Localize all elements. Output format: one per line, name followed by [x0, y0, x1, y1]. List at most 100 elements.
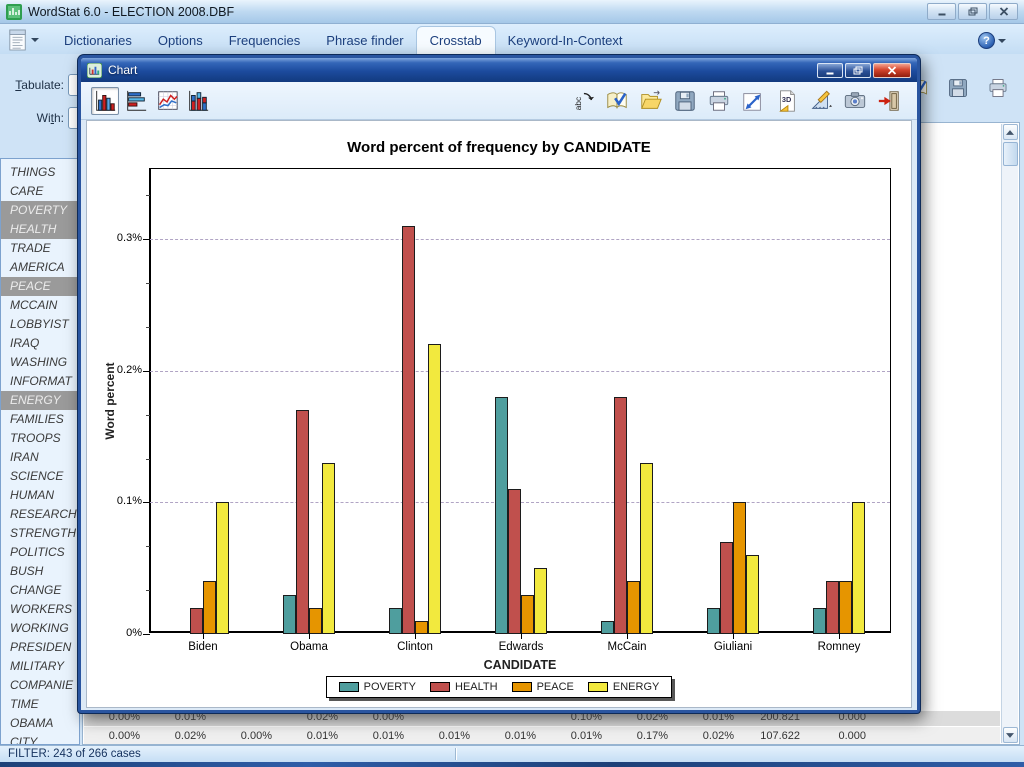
sidebar-item-washing[interactable]: WASHING [1, 353, 79, 372]
sidebar-item-obama[interactable]: OBAMA [1, 714, 79, 733]
menu-item-keyword-in-context[interactable]: Keyword-In-Context [495, 27, 636, 54]
close-button[interactable] [873, 63, 911, 78]
sidebar-item-trade[interactable]: TRADE [1, 239, 79, 258]
x-category-label: Clinton [370, 641, 460, 653]
chevron-down-icon [31, 38, 39, 42]
sidebar-item-energy[interactable]: ENERGY [1, 391, 79, 410]
y-minor-tick [146, 327, 150, 328]
sidebar-item-change[interactable]: CHANGE [1, 581, 79, 600]
table-row: 0.00%0.02%0.00%0.01%0.01%0.01%0.01%0.01%… [84, 727, 1000, 744]
with-label: With: [8, 111, 64, 125]
sidebar-item-time[interactable]: TIME [1, 695, 79, 714]
sidebar-item-human[interactable]: HUMAN [1, 486, 79, 505]
sidebar-item-families[interactable]: FAMILIES [1, 410, 79, 429]
gridline [150, 239, 890, 240]
legend-swatch [339, 682, 359, 692]
bar-energy-giuliani [746, 555, 759, 634]
vertical-bar-chart-button[interactable] [91, 87, 119, 115]
maximize-button[interactable] [958, 3, 987, 20]
filter-status: FILTER: 243 of 266 cases [0, 748, 141, 760]
menu-item-frequencies[interactable]: Frequencies [216, 27, 314, 54]
menu-launcher-button[interactable] [4, 26, 43, 54]
x-axis-title: CANDIDATE [149, 658, 891, 672]
horizontal-bar-chart-button[interactable] [122, 87, 150, 115]
sidebar-item-iran[interactable]: IRAN [1, 448, 79, 467]
stacked-bar-chart-button[interactable] [184, 87, 212, 115]
menu-item-dictionaries[interactable]: Dictionaries [51, 27, 145, 54]
y-tick [143, 502, 150, 503]
sidebar-item-peace[interactable]: PEACE [1, 277, 79, 296]
sidebar-item-poverty[interactable]: POVERTY [1, 201, 79, 220]
sidebar-item-health[interactable]: HEALTH [1, 220, 79, 239]
sidebar-item-military[interactable]: MILITARY [1, 657, 79, 676]
sidebar-item-things[interactable]: THINGS [1, 163, 79, 182]
sidebar-item-informat[interactable]: INFORMAT [1, 372, 79, 391]
sidebar-item-mccain[interactable]: MCCAIN [1, 296, 79, 315]
minimize-button[interactable] [927, 3, 956, 20]
table-cell: 0.02% [678, 727, 744, 744]
bar-health-mccain [614, 397, 627, 634]
open-folder-button[interactable] [637, 87, 665, 115]
print-icon[interactable] [984, 74, 1012, 102]
exit-door-button[interactable] [875, 87, 903, 115]
sidebar-item-working[interactable]: WORKING [1, 619, 79, 638]
save-icon[interactable] [944, 74, 972, 102]
help-question-icon: ? [978, 32, 995, 49]
sidebar-item-lobbyist[interactable]: LOBBYIST [1, 315, 79, 334]
legend: POVERTYHEALTHPEACEENERGY [326, 676, 673, 698]
sidebar-item-troops[interactable]: TROOPS [1, 429, 79, 448]
bar-poverty-obama [283, 595, 296, 634]
bar-peace-clinton [415, 621, 428, 634]
sidebar-item-care[interactable]: CARE [1, 182, 79, 201]
minimize-button[interactable] [817, 63, 843, 78]
bar-peace-obama [309, 608, 322, 634]
main-titlebar: WordStat 6.0 - ELECTION 2008.DBF [0, 0, 1024, 24]
scroll-down-button[interactable] [1003, 727, 1018, 743]
main-toolbar [904, 74, 1012, 102]
line-chart-button[interactable] [153, 87, 181, 115]
table-cell: 0.00% [84, 711, 150, 726]
sidebar-item-workers[interactable]: WORKERS [1, 600, 79, 619]
export-resize-button[interactable] [739, 87, 767, 115]
sidebar-item-research[interactable]: RESEARCH [1, 505, 79, 524]
scrollbar-thumb[interactable] [1003, 142, 1018, 166]
status-divider [455, 748, 456, 760]
sidebar-item-america[interactable]: AMERICA [1, 258, 79, 277]
help-button[interactable]: ? [978, 27, 1006, 54]
x-category-label: Romney [794, 641, 884, 653]
rotate-labels-button[interactable]: abc [569, 87, 597, 115]
y-tick-label: 0% [94, 627, 142, 639]
sidebar-item-bush[interactable]: BUSH [1, 562, 79, 581]
menu-item-options[interactable]: Options [145, 27, 216, 54]
sidebar-item-strength[interactable]: STRENGTH [1, 524, 79, 543]
bar-poverty-giuliani [707, 608, 720, 634]
y-tick [143, 239, 150, 240]
print-button[interactable] [705, 87, 733, 115]
table-cell: 0.01% [348, 727, 414, 744]
save-button[interactable] [671, 87, 699, 115]
menu-item-crosstab[interactable]: Crosstab [417, 27, 495, 54]
maximize-button[interactable] [845, 63, 871, 78]
chevron-down-icon [998, 39, 1006, 43]
sidebar-item-presiden[interactable]: PRESIDEN [1, 638, 79, 657]
sidebar-item-companie[interactable]: COMPANIE [1, 676, 79, 695]
y-tick [143, 634, 150, 635]
sidebar-item-politics[interactable]: POLITICS [1, 543, 79, 562]
sidebar-item-city[interactable]: CITY [1, 733, 79, 745]
spellcheck-book-button[interactable] [603, 87, 631, 115]
menubar: DictionariesOptionsFrequenciesPhrase fin… [0, 24, 1024, 54]
sidebar-item-science[interactable]: SCIENCE [1, 467, 79, 486]
bar-health-obama [296, 410, 309, 634]
copy-image-button[interactable] [841, 87, 869, 115]
menu-item-phrase-finder[interactable]: Phrase finder [313, 27, 416, 54]
table-cell: 0.01% [282, 727, 348, 744]
chart-properties-button[interactable] [807, 87, 835, 115]
chart-window-titlebar[interactable]: Chart [81, 58, 917, 82]
close-button[interactable] [989, 3, 1018, 20]
sidebar-item-iraq[interactable]: IRAQ [1, 334, 79, 353]
page-3d-button[interactable]: 3D [773, 87, 801, 115]
vertical-scrollbar[interactable] [1001, 124, 1018, 743]
scroll-up-button[interactable] [1003, 124, 1018, 140]
x-tick [415, 633, 416, 639]
legend-swatch [430, 682, 450, 692]
